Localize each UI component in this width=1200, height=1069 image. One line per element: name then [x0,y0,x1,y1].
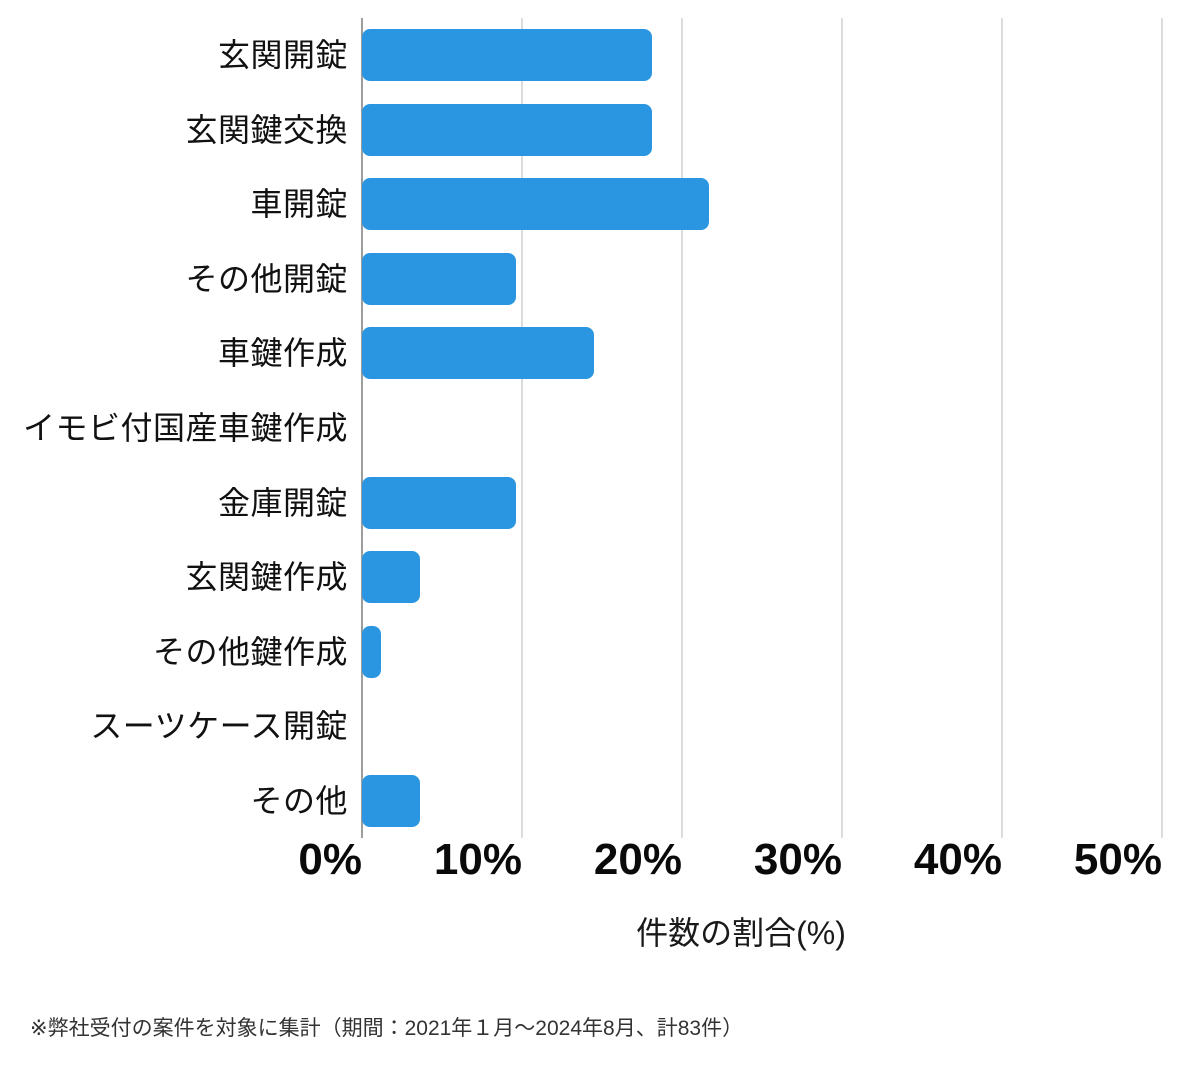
bar [362,476,516,529]
gridline [841,18,843,838]
chart-row: 車鍵作成 [0,316,1162,391]
y-axis-zero-line [361,18,363,838]
x-axis-ticks: 0% 10% 20% 30% 40% 50% [298,835,1162,888]
bar-track [362,774,1162,827]
bar [362,252,516,305]
gridlines [361,18,1163,838]
bar-track [362,551,1162,604]
bar-track [362,476,1162,529]
bar [362,551,420,604]
category-label: その他 [250,782,348,819]
chart-row: イモビ付国産車鍵作成 [0,391,1162,466]
bar-track [362,625,1162,678]
category-label: イモビ付国産車鍵作成 [22,410,348,446]
bar [362,625,382,678]
chart-row: スーツケース開錠 [0,689,1162,764]
category-label: 玄関鍵作成 [185,559,348,596]
gridline [521,18,523,838]
chart-row: その他開錠 [0,242,1162,317]
category-label: スーツケース開錠 [90,708,348,745]
bar [362,178,710,231]
chart-row: 金庫開錠 [0,465,1162,540]
chart-row: 玄関開錠 [0,18,1162,93]
x-axis-tick-label: 30% [753,835,842,884]
bar-track [362,327,1162,380]
chart-row: 玄関鍵作成 [0,540,1162,615]
gridline [1161,18,1163,838]
gridline [681,18,683,838]
bar [362,774,420,827]
x-axis-tick-label: 0% [298,835,362,884]
footnote: ※弊社受付の案件を対象に集計（期間：2021年１月～2024年8月、計83件） [30,1017,744,1040]
category-label: 車開錠 [250,186,348,223]
chart-row: その他 [0,763,1162,838]
category-label: 金庫開錠 [217,484,348,521]
bar-track [362,29,1162,82]
category-label: 玄関開錠 [217,37,348,74]
category-label: その他開錠 [185,260,348,297]
x-axis-tick-label: 20% [593,835,682,884]
category-label: 車鍵作成 [217,335,348,372]
bar [362,103,652,156]
x-axis-tick-label: 50% [1073,835,1162,884]
x-axis-title: 件数の割合(%) [636,915,846,951]
x-axis-tick-label: 10% [433,835,522,884]
gridline [1001,18,1003,838]
category-label: その他鍵作成 [152,633,348,670]
chart-row: 玄関鍵交換 [0,93,1162,168]
category-label: 玄関鍵交換 [185,111,348,148]
chart-row: 車開錠 [0,167,1162,242]
chart-rows: 玄関開錠玄関鍵交換車開錠その他開錠車鍵作成イモビ付国産車鍵作成金庫開錠玄関鍵作成… [0,18,1162,838]
x-axis-tick-label: 40% [913,835,1002,884]
bar-track [362,103,1162,156]
bar [362,29,652,82]
bar-track [362,700,1162,752]
bar-track [362,252,1162,305]
bar [362,327,594,380]
chart-row: その他鍵作成 [0,614,1162,689]
bar-track [362,402,1162,454]
bar-track [362,178,1162,231]
